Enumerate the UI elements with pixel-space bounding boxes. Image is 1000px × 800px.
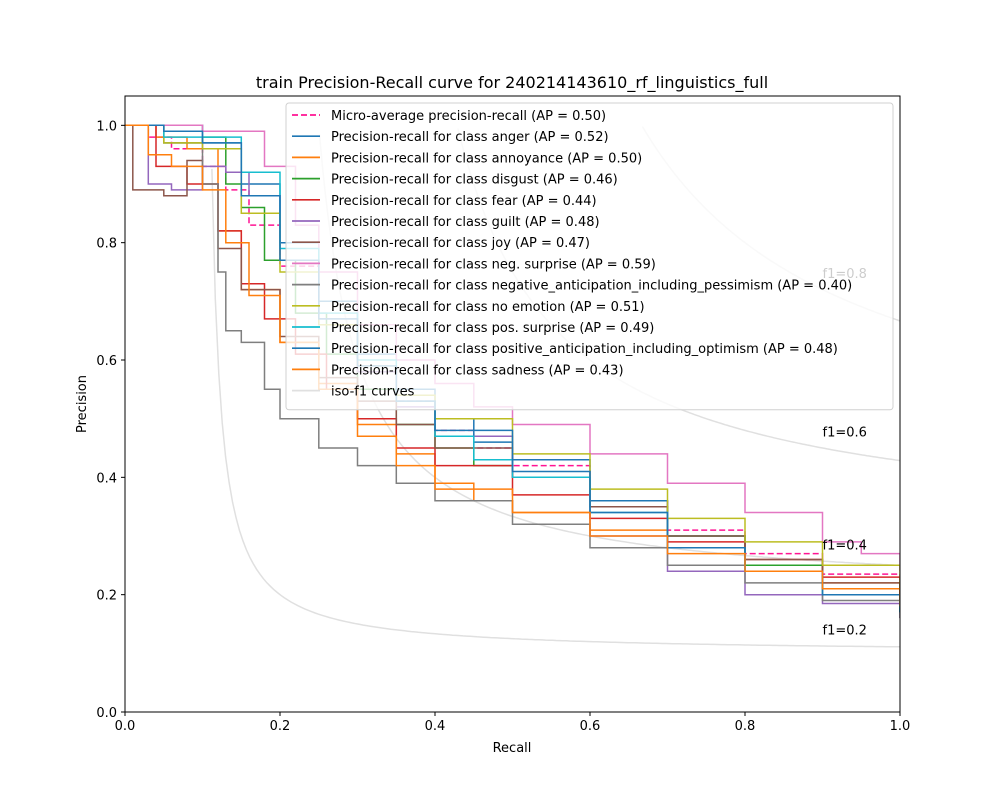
x-tick-label: 0.0 [115, 719, 136, 734]
iso-f1-label: f1=0.6 [823, 425, 867, 440]
x-axis: 0.0 0.2 0.4 0.6 0.8 1.0 [115, 712, 911, 734]
y-tick-label: 0.8 [96, 237, 117, 252]
y-tick-label: 0.6 [96, 354, 117, 369]
x-tick-label: 0.4 [425, 719, 446, 734]
x-tick-label: 0.8 [735, 719, 756, 734]
x-tick-label: 0.2 [270, 719, 291, 734]
y-axis-label: Precision [75, 375, 90, 433]
legend-label: iso-f1 curves [331, 385, 415, 400]
legend-label: Micro-average precision-recall (AP = 0.5… [331, 109, 606, 124]
legend-label: Precision-recall for class neg. surprise… [331, 257, 656, 272]
legend-label: Precision-recall for class pos. surprise… [331, 321, 654, 336]
legend-label: Precision-recall for class anger (AP = 0… [331, 130, 609, 145]
y-axis: 0.0 0.2 0.4 0.6 0.8 1.0 [96, 119, 125, 721]
legend-label: Precision-recall for class fear (AP = 0.… [331, 194, 597, 209]
legend: Micro-average precision-recall (AP = 0.5… [285, 102, 894, 411]
legend-label: Precision-recall for class negative_anti… [331, 279, 852, 294]
x-tick-label: 1.0 [890, 719, 911, 734]
y-tick-label: 0.0 [96, 706, 117, 721]
series-line [125, 124, 900, 619]
chart-title: train Precision-Recall curve for 2402141… [256, 73, 768, 93]
legend-label: Precision-recall for class disgust (AP =… [331, 173, 618, 188]
iso-f1-label: f1=0.2 [823, 623, 867, 638]
legend-label: Precision-recall for class joy (AP = 0.4… [331, 236, 590, 251]
legend-label: Precision-recall for class guilt (AP = 0… [331, 215, 600, 230]
y-tick-label: 0.4 [96, 471, 117, 486]
legend-label: Precision-recall for class annoyance (AP… [331, 151, 642, 166]
iso-f1-label: f1=0.4 [823, 538, 867, 553]
legend-label: Precision-recall for class positive_anti… [331, 342, 838, 357]
series-line [125, 124, 900, 607]
legend-label: Precision-recall for class no emotion (A… [331, 300, 645, 315]
y-tick-label: 0.2 [96, 589, 117, 604]
y-tick-label: 1.0 [96, 119, 117, 134]
x-tick-label: 0.6 [580, 719, 601, 734]
legend-box [285, 102, 894, 411]
iso-f1-curve [211, 168, 900, 648]
x-axis-label: Recall [493, 741, 532, 756]
legend-label: Precision-recall for class sadness (AP =… [331, 363, 624, 378]
plot-frame [124, 95, 901, 713]
